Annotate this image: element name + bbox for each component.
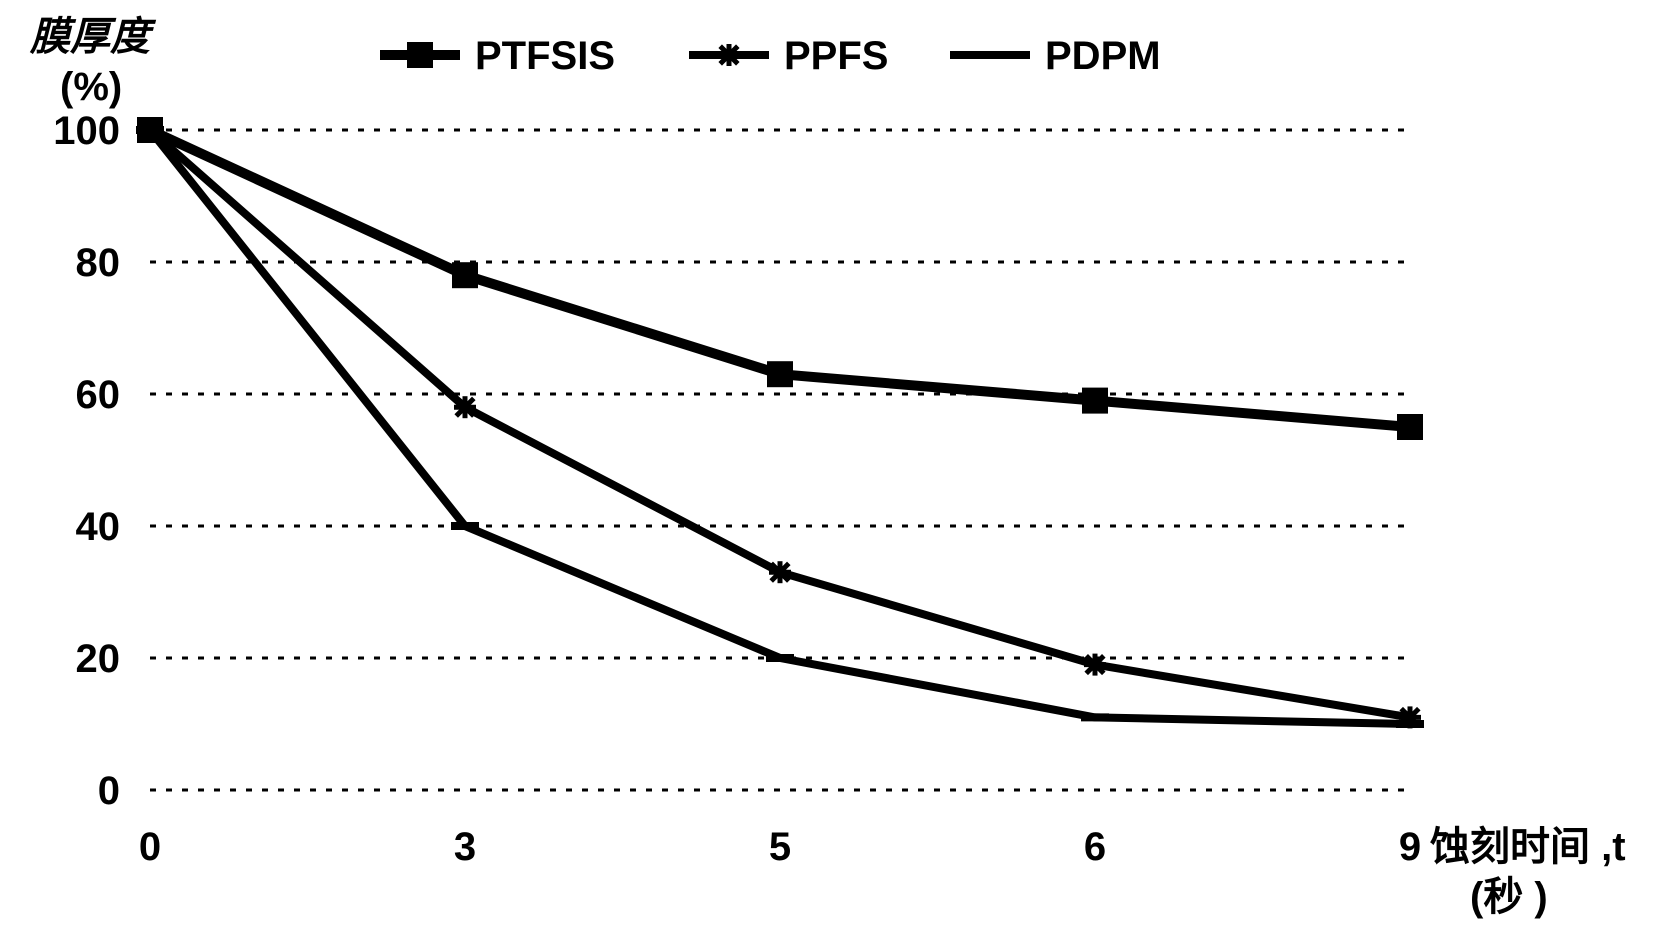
x-axis-label: 蚀刻时间 ,t bbox=[1430, 825, 1626, 869]
chart-svg: 0 20 40 60 80 100 0 3 5 6 9 膜厚度 (%) 蚀刻时间 ,t (秒 ) PTFSIS… bbox=[0, 0, 1654, 952]
marker-square bbox=[767, 361, 793, 387]
x-axis-unit: (秒 ) bbox=[1470, 875, 1548, 919]
y-tick-label: 20 bbox=[76, 637, 121, 681]
y-tick-label: 60 bbox=[76, 373, 121, 417]
x-tick-label: 3 bbox=[454, 825, 476, 869]
x-tick-label: 0 bbox=[139, 825, 161, 869]
legend-label: PTFSIS bbox=[475, 34, 615, 78]
marker-asterisk bbox=[769, 561, 791, 583]
x-tick-label: 6 bbox=[1084, 825, 1106, 869]
y-axis-unit: (%) bbox=[60, 65, 122, 109]
marker-asterisk bbox=[718, 44, 740, 66]
marker-asterisk bbox=[1084, 654, 1106, 676]
y-tick-label: 100 bbox=[53, 109, 120, 153]
y-tick-label: 40 bbox=[76, 505, 121, 549]
marker-square bbox=[1082, 388, 1108, 414]
marker-square bbox=[1397, 414, 1423, 440]
y-axis-label: 膜厚度 bbox=[29, 15, 157, 59]
x-tick-label: 5 bbox=[769, 825, 791, 869]
marker-square bbox=[407, 42, 433, 68]
legend-label: PDPM bbox=[1045, 34, 1161, 78]
chart-container: 0 20 40 60 80 100 0 3 5 6 9 膜厚度 (%) 蚀刻时间 ,t (秒 ) PTFSIS… bbox=[0, 0, 1654, 952]
legend-label: PPFS bbox=[784, 34, 888, 78]
chart-bg bbox=[0, 0, 1654, 952]
y-tick-label: 0 bbox=[98, 769, 120, 813]
y-tick-label: 80 bbox=[76, 241, 121, 285]
marker-square bbox=[452, 262, 478, 288]
marker-asterisk bbox=[454, 396, 476, 418]
x-tick-label: 9 bbox=[1399, 825, 1421, 869]
